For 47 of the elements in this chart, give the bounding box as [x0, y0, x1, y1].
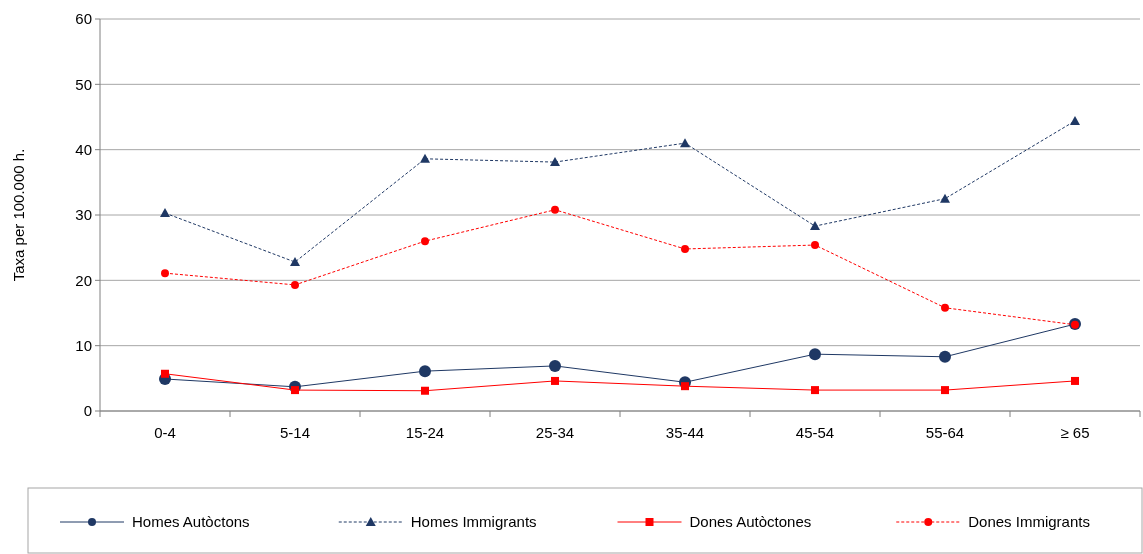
- legend-label: Dones Autòctones: [689, 513, 812, 531]
- point: [421, 386, 429, 395]
- point: [680, 138, 690, 148]
- point: [550, 157, 560, 167]
- y-tick-label: 10: [75, 336, 92, 354]
- point: [551, 376, 559, 385]
- point: [939, 350, 951, 363]
- x-tick-label: 0-4: [154, 424, 176, 441]
- y-tick-label: 50: [75, 75, 92, 93]
- y-axis-title: Taxa per 100.000 h.: [10, 148, 27, 282]
- x-tick-label: 35-44: [665, 424, 705, 441]
- point: [161, 369, 169, 378]
- point: [419, 365, 431, 378]
- y-tick-label: 30: [75, 206, 92, 224]
- x-tick-label: 5-14: [279, 424, 311, 441]
- point: [551, 205, 559, 214]
- x-tick-label: ≥ 65: [1060, 424, 1090, 441]
- x-tick-label: 25-34: [535, 424, 575, 441]
- point: [681, 382, 689, 391]
- x-tick-label: 55-64: [925, 424, 965, 441]
- x-tick-label: 45-54: [795, 424, 835, 441]
- legend-label: Homes Immigrants: [410, 513, 537, 531]
- point: [940, 193, 950, 203]
- point: [941, 386, 949, 395]
- point: [290, 257, 300, 267]
- legend-label: Homes Autòctons: [132, 513, 250, 531]
- point: [809, 348, 821, 361]
- point: [291, 280, 299, 289]
- point: [810, 221, 820, 231]
- point: [160, 208, 170, 218]
- point: [681, 244, 689, 253]
- point: [811, 386, 819, 395]
- point: [420, 153, 430, 163]
- legend-label: Dones Immigrants: [968, 513, 1090, 531]
- point: [421, 237, 429, 246]
- point: [291, 386, 299, 395]
- y-tick-label: 20: [75, 271, 92, 289]
- point: [1071, 376, 1079, 385]
- point: [811, 241, 819, 250]
- point: [941, 303, 949, 312]
- point: [161, 269, 169, 278]
- point: [549, 359, 561, 372]
- y-tick-label: 0: [83, 402, 92, 420]
- x-tick-label: 15-24: [405, 424, 445, 441]
- y-tick-label: 40: [75, 140, 92, 158]
- point: [1070, 115, 1080, 125]
- y-tick-label: 60: [75, 10, 92, 28]
